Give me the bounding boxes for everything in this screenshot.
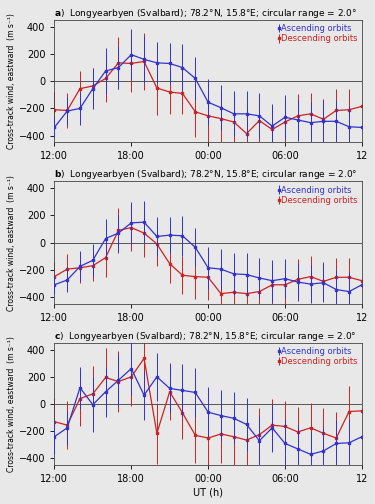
Text: $\bf{c}$)  Longyearbyen (Svalbard); 78.2°N, 15.8°E; circular range = 2.0°: $\bf{c}$) Longyearbyen (Svalbard); 78.2°…: [54, 330, 357, 343]
Y-axis label: Cross-track wind, eastward  (m s⁻¹): Cross-track wind, eastward (m s⁻¹): [7, 175, 16, 310]
Text: $\bf{b}$)  Longyearbyen (Svalbard); 78.2°N, 15.8°E; circular range = 2.0°: $\bf{b}$) Longyearbyen (Svalbard); 78.2°…: [54, 168, 358, 181]
Y-axis label: Cross-track wind, eastward  (m s⁻¹): Cross-track wind, eastward (m s⁻¹): [7, 336, 16, 472]
Legend: Ascending orbits, Descending orbits: Ascending orbits, Descending orbits: [277, 23, 359, 45]
Legend: Ascending orbits, Descending orbits: Ascending orbits, Descending orbits: [277, 184, 359, 207]
Text: $\bf{a}$)  Longyearbyen (Svalbard); 78.2°N, 15.8°E; circular range = 2.0°: $\bf{a}$) Longyearbyen (Svalbard); 78.2°…: [54, 7, 357, 20]
Legend: Ascending orbits, Descending orbits: Ascending orbits, Descending orbits: [277, 345, 359, 368]
Y-axis label: Cross-track wind, eastward  (m s⁻¹): Cross-track wind, eastward (m s⁻¹): [7, 13, 16, 149]
X-axis label: UT (h): UT (h): [193, 487, 223, 497]
